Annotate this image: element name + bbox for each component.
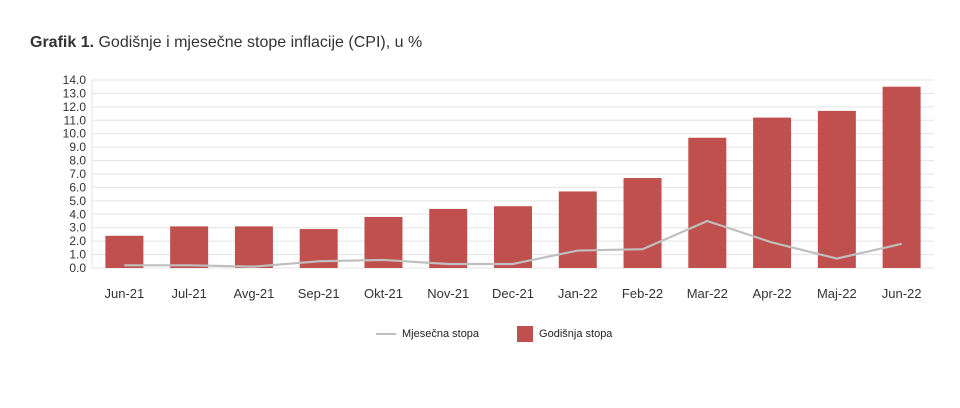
bar <box>558 191 597 268</box>
chart-title-prefix: Grafik 1. <box>30 34 95 51</box>
legend-label-annual: Godišnja stopa <box>539 328 613 340</box>
y-tick-label: 4.0 <box>69 207 86 221</box>
y-tick-label: 6.0 <box>69 180 86 194</box>
x-tick-label: Dec-21 <box>492 286 534 301</box>
x-tick-label: Maj-22 <box>817 286 857 301</box>
x-tick-label: Jan-22 <box>558 286 598 301</box>
bar <box>429 208 468 268</box>
chart-title-text: Godišnje i mjesečne stope inflacije (CPI… <box>94 34 423 51</box>
bar <box>623 178 662 268</box>
bar <box>817 110 856 268</box>
x-axis-tick-labels: Jun-21 Jul-21 Avg-21 Sep-21 Okt-21 Nov-21 Dec-… <box>105 286 922 301</box>
bar-series <box>105 86 921 268</box>
x-tick-label: Mar-22 <box>687 286 728 301</box>
x-tick-label: Jun-21 <box>105 286 145 301</box>
y-tick-label: 0.0 <box>69 261 86 275</box>
legend-line-swatch <box>376 333 396 335</box>
bar <box>105 235 144 268</box>
y-tick-label: 8.0 <box>69 154 86 168</box>
bar <box>234 226 273 268</box>
line-series <box>124 219 902 268</box>
legend-label-monthly: Mjesečna stopa <box>402 328 480 340</box>
x-tick-label: Okt-21 <box>364 286 403 301</box>
y-tick-label: 5.0 <box>69 194 86 208</box>
legend-item-annual: Godišnja stopa <box>517 326 612 342</box>
bar <box>494 206 532 268</box>
x-tick-label: Apr-22 <box>753 286 792 301</box>
y-tick-label: 11.0 <box>64 113 87 127</box>
grid-lines <box>91 79 934 269</box>
y-tick-label: 14.0 <box>63 73 87 87</box>
x-tick-label: Avg-21 <box>233 286 274 301</box>
y-tick-label: 13.0 <box>63 86 87 100</box>
bar <box>882 86 921 268</box>
y-axis-tick-labels: 0.01.02.03.04.05.06.07.08.09.010.011.012… <box>63 73 87 275</box>
bar <box>688 137 727 268</box>
y-tick-label: 1.0 <box>69 248 86 262</box>
x-tick-label: Jun-22 <box>882 286 922 301</box>
y-tick-label: 2.0 <box>69 234 86 248</box>
y-tick-label: 10.0 <box>63 127 87 141</box>
x-tick-label: Sep-21 <box>298 286 340 301</box>
y-tick-label: 9.0 <box>69 140 86 154</box>
bar <box>170 226 209 268</box>
chart-title: Grafik 1. Godišnje i mjesečne stope infl… <box>30 34 422 52</box>
y-tick-label: 3.0 <box>69 221 86 235</box>
x-tick-label: Feb-22 <box>622 286 663 301</box>
y-tick-label: 12.0 <box>63 100 87 114</box>
x-tick-label: Jul-21 <box>171 286 206 301</box>
x-tick-label: Nov-21 <box>427 286 469 301</box>
y-tick-label: 7.0 <box>69 167 86 181</box>
legend-item-monthly: Mjesečna stopa <box>376 328 479 340</box>
legend-bar-swatch <box>517 326 534 342</box>
legend: Mjesečna stopa Godišnja stopa <box>376 326 612 342</box>
